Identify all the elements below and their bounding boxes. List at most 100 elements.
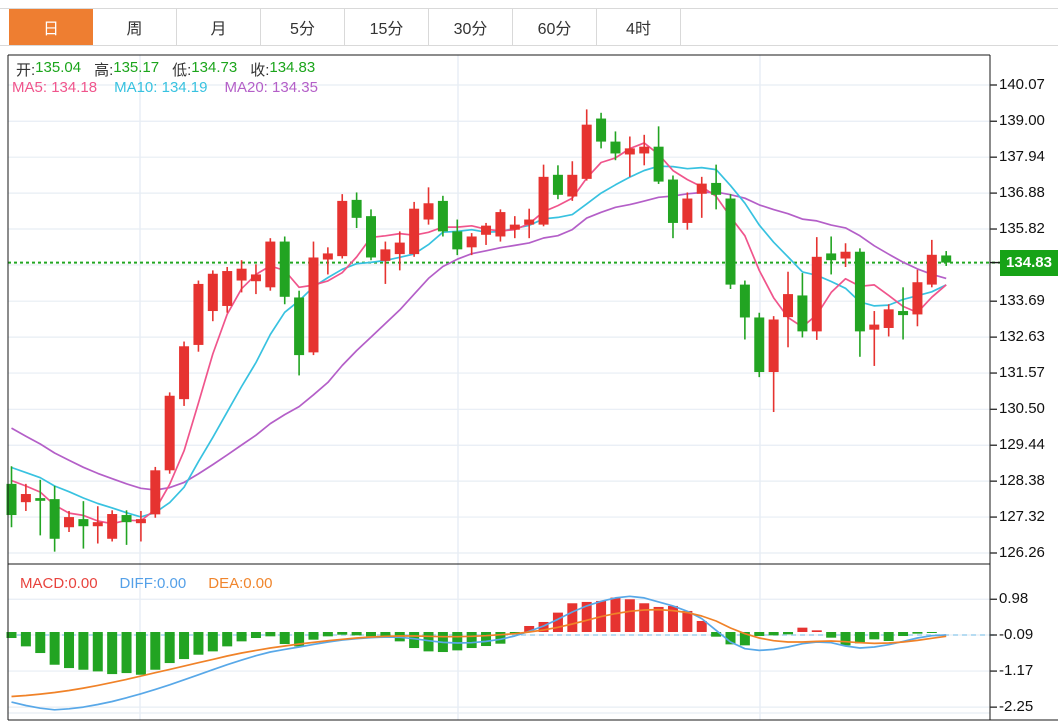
macd-hist-bar [739,632,750,646]
candle [452,231,463,250]
low-label: 低: [172,62,192,79]
price-axis-label: 136.88 [999,184,1045,202]
macd-hist-bar [121,632,132,674]
macd-hist-bar [20,632,31,647]
diff-value: 0.00 [157,575,187,592]
tab-day[interactable]: 日 [9,9,93,45]
candle [409,208,420,255]
candle [495,212,506,237]
ma10-line [11,165,947,518]
macd-hist-bar [653,606,664,632]
candle [236,268,247,281]
ma5-label: MA5: [12,79,48,96]
high-value: 135.17 [113,59,160,76]
macd-hist-bar [754,632,765,637]
candle [912,282,923,315]
macd-hist-bar [279,632,290,645]
candle [481,225,492,235]
price-axis-label: 139.00 [999,112,1045,130]
macd-hist-bar [811,630,822,632]
candle [35,498,46,501]
candle [682,198,693,223]
candle [322,253,333,260]
macd-label: MACD: [20,575,69,592]
candle [308,257,319,353]
macd-hist-bar [107,632,118,675]
macd-hist-bar [552,612,563,632]
candle [869,324,880,330]
tab-5min[interactable]: 5分 [261,9,345,45]
candle [423,203,434,220]
macd-hist-bar [366,632,376,637]
macd-hist-bar [193,632,204,655]
candle [783,294,794,318]
candle [20,494,31,503]
tab-15min[interactable]: 15分 [345,9,429,45]
candle [92,522,103,527]
candle [222,271,233,306]
macd-hist-bar [92,632,103,672]
candle [107,514,118,539]
candle [696,183,707,194]
macd-hist-bar [639,603,650,632]
ma10-label: MA10: [114,79,158,96]
macd-value: 0.00 [68,575,98,592]
macd-hist-bar [581,601,592,632]
price-axis-label: 130.50 [999,400,1045,418]
candle [538,176,549,225]
candle [725,198,736,285]
current-price-tag: 134.83 [1000,249,1058,276]
macd-hist-bar [481,632,492,647]
macd-hist-bar [854,632,865,644]
macd-hist-bar [898,632,909,637]
macd-hist-bar [797,627,808,632]
price-axis-label: 126.26 [999,544,1045,561]
price-axis-label: 127.32 [999,508,1045,526]
high-label: 高: [94,62,114,79]
tab-60min[interactable]: 60分 [513,9,597,45]
macd-axis-label: -0.09 [999,626,1034,643]
macd-hist-bar [495,632,506,644]
candle [135,519,146,524]
macd-hist-bar [711,632,722,637]
macd-hist-bar [826,632,837,638]
candle [811,256,822,332]
candle [193,283,204,345]
tab-month[interactable]: 月 [177,9,261,45]
tab-4hour[interactable]: 4时 [597,9,681,45]
macd-hist-bar [49,632,60,665]
dea-value: 0.00 [243,575,273,592]
candle [366,216,376,258]
macd-hist-bar [308,632,319,640]
ma20-value: 134.35 [272,79,318,96]
candle [121,515,132,523]
price-axis-label: 128.38 [999,472,1045,490]
macd-legend: MACD: 0.00 DIFF: 0.00 DEA: 0.00 [20,575,272,592]
candle [6,483,17,516]
candle [581,124,592,179]
macd-hist-bar [466,632,477,649]
diff-label: DIFF: [119,575,158,592]
macd-axis-label: 0.98 [999,590,1029,608]
dea-label: DEA: [208,575,244,592]
candle [552,174,563,195]
candle [265,241,276,288]
ma-legend: MA5: 134.18 MA10: 134.19 MA20: 134.35 [12,79,318,96]
macd-hist-bar [222,632,233,647]
tab-week[interactable]: 周 [93,9,177,45]
candle [883,309,894,328]
candle [49,499,60,539]
macd-hist-bar [164,632,175,664]
tab-30min[interactable]: 30分 [429,9,513,45]
macd-hist-bar [610,597,621,632]
candle [164,395,175,471]
open-value: 135.04 [35,59,82,76]
macd-hist-bar [35,632,46,654]
candle [639,146,650,154]
candle [854,251,865,332]
candle [596,118,607,142]
candle [610,141,621,154]
candle [351,199,362,218]
macd-hist-bar [78,632,89,670]
macd-hist-bar [351,632,362,636]
